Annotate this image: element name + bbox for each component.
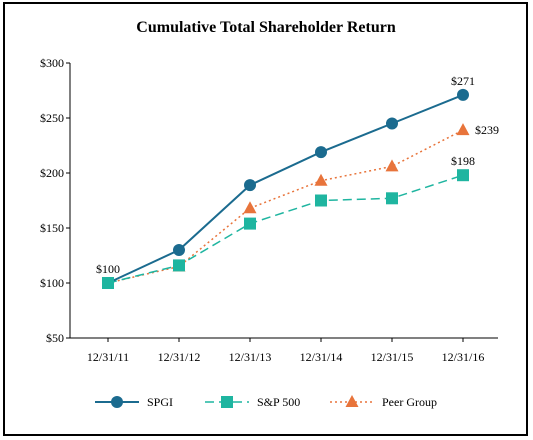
data-label: $239 <box>475 123 499 137</box>
y-tick-label: $150 <box>40 221 64 235</box>
legend-marker-peer-group <box>345 395 359 407</box>
data-point-peer-group <box>456 123 470 136</box>
x-tick-label: 12/31/15 <box>371 350 414 364</box>
y-tick-label: $50 <box>46 331 64 345</box>
data-point-peer-group <box>314 173 328 186</box>
data-label: $100 <box>96 262 120 276</box>
y-tick-label: $300 <box>40 56 64 70</box>
series-line-s-p-500 <box>107 174 464 284</box>
data-point-s-p-500 <box>173 259 185 272</box>
legend-label-spgi: SPGI <box>147 395 173 409</box>
data-point-peer-group <box>243 201 257 214</box>
series-markers <box>102 88 470 289</box>
data-point-peer-group <box>385 159 399 172</box>
x-tick-label: 12/31/14 <box>300 350 343 364</box>
data-point-spgi <box>457 88 469 101</box>
legend-marker-s-p-500 <box>221 396 233 408</box>
data-point-s-p-500 <box>315 194 327 207</box>
series-lines <box>107 93 464 284</box>
axes: $300 $250 $200 $150 $100 $50 12/31/11 12/31/12 1… <box>40 56 498 364</box>
data-point-s-p-500 <box>386 192 398 205</box>
legend-label-s-p-500: S&P 500 <box>257 395 300 409</box>
legend-label-peer-group: Peer Group <box>382 395 437 409</box>
data-label: $198 <box>451 154 475 168</box>
series-line-peer-group <box>107 129 464 284</box>
y-tick-label: $250 <box>40 111 64 125</box>
x-tick-label: 12/31/12 <box>158 350 201 364</box>
x-tick-label: 12/31/16 <box>442 350 485 364</box>
data-point-s-p-500 <box>457 169 469 182</box>
data-point-spgi <box>386 117 398 130</box>
series-line-spgi <box>107 93 464 284</box>
data-point-s-p-500 <box>244 217 256 230</box>
legend: SPGI S&P 500 Peer Group <box>95 395 437 409</box>
legend-marker-spgi <box>111 396 123 408</box>
data-point-spgi <box>315 146 327 159</box>
data-label: $271 <box>451 74 475 88</box>
x-tick-label: 12/31/11 <box>87 350 129 364</box>
x-tick-label: 12/31/13 <box>229 350 272 364</box>
y-tick-label: $100 <box>40 276 64 290</box>
data-point-s-p-500-start <box>102 277 114 289</box>
data-point-spgi <box>173 244 185 256</box>
data-point-spgi <box>244 179 256 192</box>
data-annotations: $100 $271 $239 $198 <box>96 74 499 276</box>
chart-title: Cumulative Total Shareholder Return <box>136 19 396 36</box>
y-tick-label: $200 <box>40 166 64 180</box>
